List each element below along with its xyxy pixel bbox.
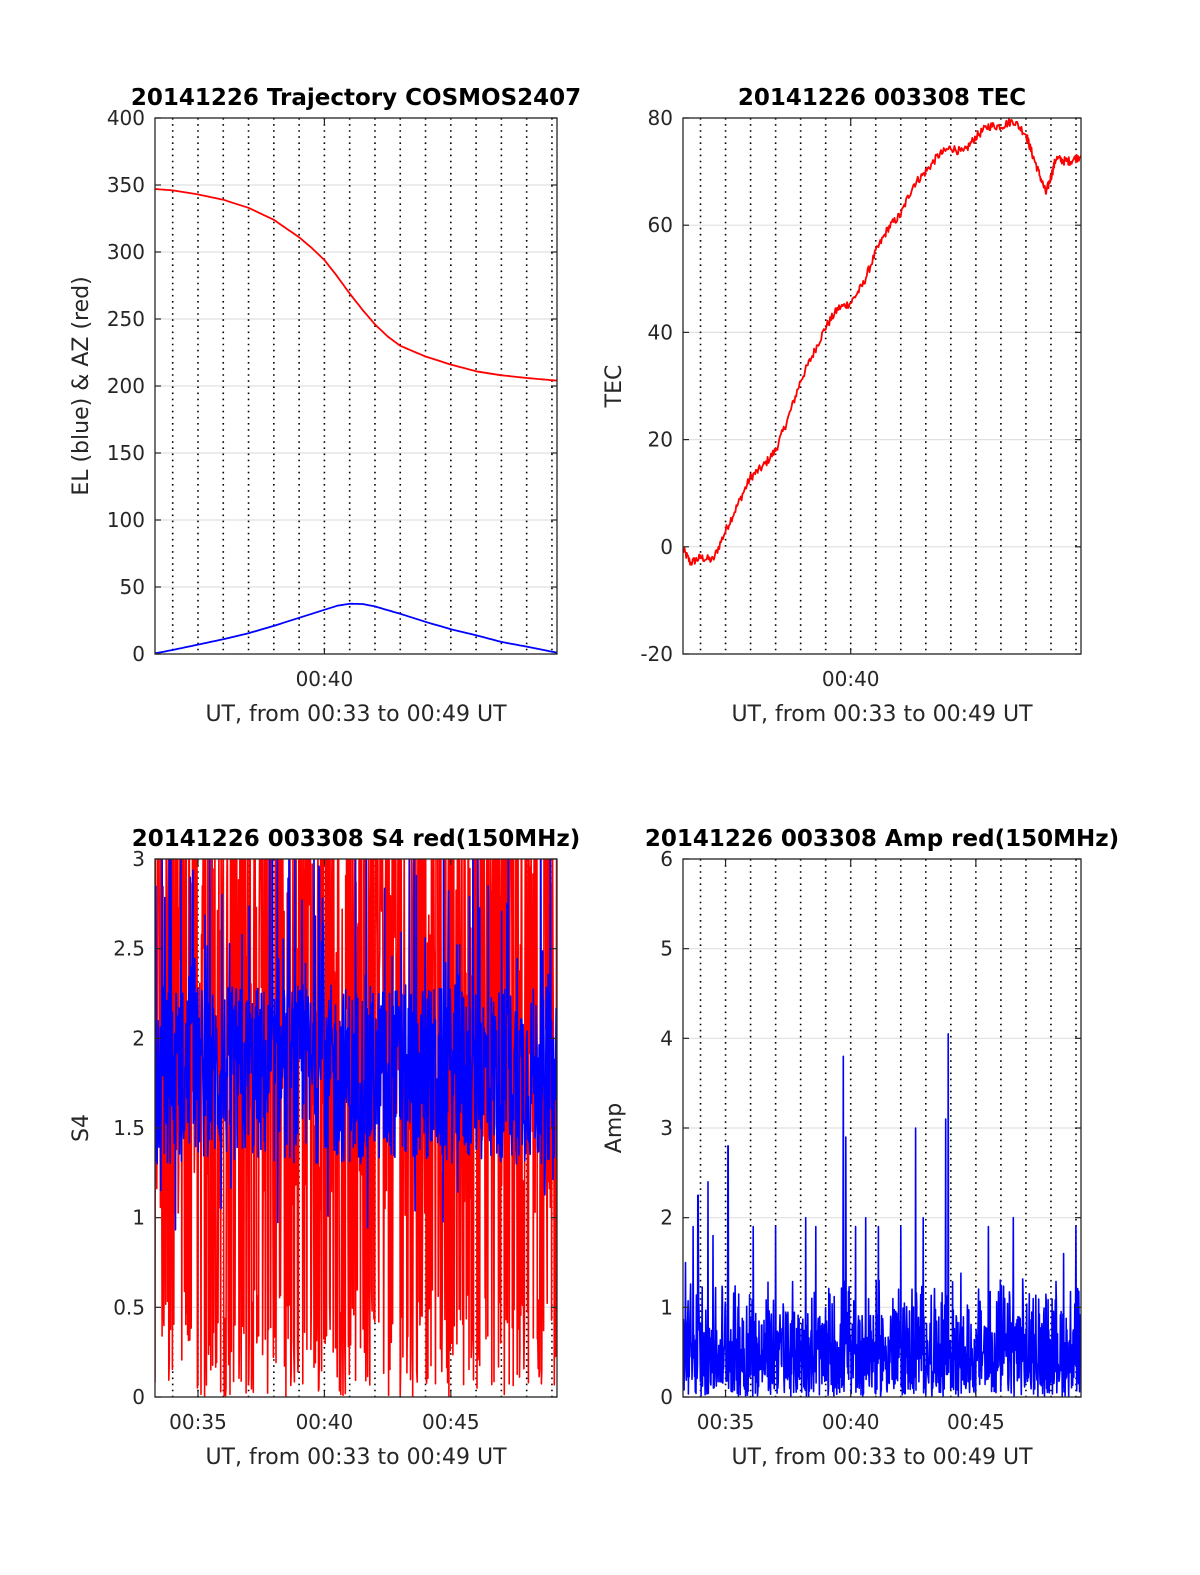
y-axis-label: TEC (602, 365, 627, 409)
y-axis-label: EL (blue) & AZ (red) (69, 276, 94, 495)
y-tick-label: 350 (107, 173, 145, 197)
chart-title: 20141226 003308 TEC (738, 85, 1026, 111)
y-axis-label: Amp (602, 1103, 627, 1153)
y-tick-label: 2 (132, 1026, 145, 1050)
x-tick-label: 00:40 (296, 1410, 354, 1434)
y-tick-label: 0 (660, 535, 673, 559)
y-tick-label: 2 (660, 1206, 673, 1230)
x-tick-label: 00:40 (822, 667, 880, 691)
y-tick-label: 50 (120, 575, 145, 599)
x-axis-label: UT, from 00:33 to 00:49 UT (731, 1445, 1033, 1470)
y-tick-label: 1 (660, 1295, 673, 1319)
y-tick-label: 0 (132, 1385, 145, 1409)
data-series (155, 188, 557, 654)
axis-ticks: 0 0.5 1 1.5 2 2.5 3 00:35 00:40 00:45 (113, 847, 557, 1434)
s4-panel: 0 0.5 1 1.5 2 2.5 3 00:35 00:40 00:45 20141226 00… (69, 826, 581, 1470)
y-tick-label: 100 (107, 508, 145, 532)
data-series (683, 118, 1081, 566)
series-line-red (155, 188, 557, 382)
y-tick-label: 200 (107, 374, 145, 398)
series-line-red (683, 118, 1081, 566)
y-tick-label: 2.5 (113, 937, 145, 961)
y-tick-label: 400 (107, 106, 145, 130)
data-series (155, 859, 557, 1397)
y-tick-label: 5 (660, 937, 673, 961)
y-tick-label: 60 (648, 213, 673, 237)
chart-title: 20141226 003308 S4 red(150MHz) (132, 826, 581, 852)
y-tick-label: 0.5 (113, 1295, 145, 1319)
y-tick-label: 40 (648, 320, 673, 344)
series-line-blue (683, 1033, 1081, 1397)
y-tick-label: 4 (660, 1026, 673, 1050)
x-tick-label: 00:40 (822, 1410, 880, 1434)
trajectory-panel: 0 50 100 150 200 250 300 350 400 00:40 20141226 T… (69, 85, 581, 727)
axes-frame (682, 117, 1082, 655)
y-tick-label: 3 (660, 1116, 673, 1140)
amp-panel: 0 1 2 3 4 5 6 00:35 00:40 00:45 20141226 003308 A… (602, 826, 1119, 1470)
y-tick-label: 300 (107, 240, 145, 264)
y-tick-label: 0 (132, 642, 145, 666)
y-tick-label: 0 (660, 1385, 673, 1409)
y-tick-label: 20 (648, 428, 673, 452)
x-tick-label: 00:35 (697, 1410, 755, 1434)
x-tick-label: 00:45 (947, 1410, 1005, 1434)
axis-ticks: 0 1 2 3 4 5 6 00:35 00:40 00:45 (660, 847, 1081, 1434)
y-tick-label: 250 (107, 307, 145, 331)
y-tick-label: 1.5 (113, 1116, 145, 1140)
y-tick-label: 150 (107, 441, 145, 465)
y-tick-label: -20 (640, 642, 673, 666)
y-tick-label: 3 (132, 847, 145, 871)
y-tick-label: 1 (132, 1206, 145, 1230)
y-tick-label: 6 (660, 847, 673, 871)
y-tick-label: 80 (648, 106, 673, 130)
tec-panel: -20 0 20 40 60 80 00:40 20141226 003308 TEC UT… (602, 85, 1082, 727)
axis-ticks: -20 0 20 40 60 80 00:40 (640, 106, 1081, 691)
x-tick-label: 00:45 (422, 1410, 480, 1434)
x-axis-label: UT, from 00:33 to 00:49 UT (731, 702, 1033, 727)
series-line-blue (155, 859, 557, 1231)
x-axis-label: UT, from 00:33 to 00:49 UT (205, 1445, 507, 1470)
y-axis-label: S4 (69, 1114, 94, 1142)
chart-title: 20141226 003308 Amp red(150MHz) (645, 826, 1119, 852)
x-tick-label: 00:35 (169, 1410, 227, 1434)
x-axis-label: UT, from 00:33 to 00:49 UT (205, 702, 507, 727)
series-line-blue (155, 602, 557, 654)
data-series (683, 1033, 1081, 1397)
chart-title: 20141226 Trajectory COSMOS2407 (131, 85, 581, 111)
x-tick-label: 00:40 (296, 667, 354, 691)
axis-ticks: 0 50 100 150 200 250 300 350 400 00:40 (107, 106, 557, 691)
